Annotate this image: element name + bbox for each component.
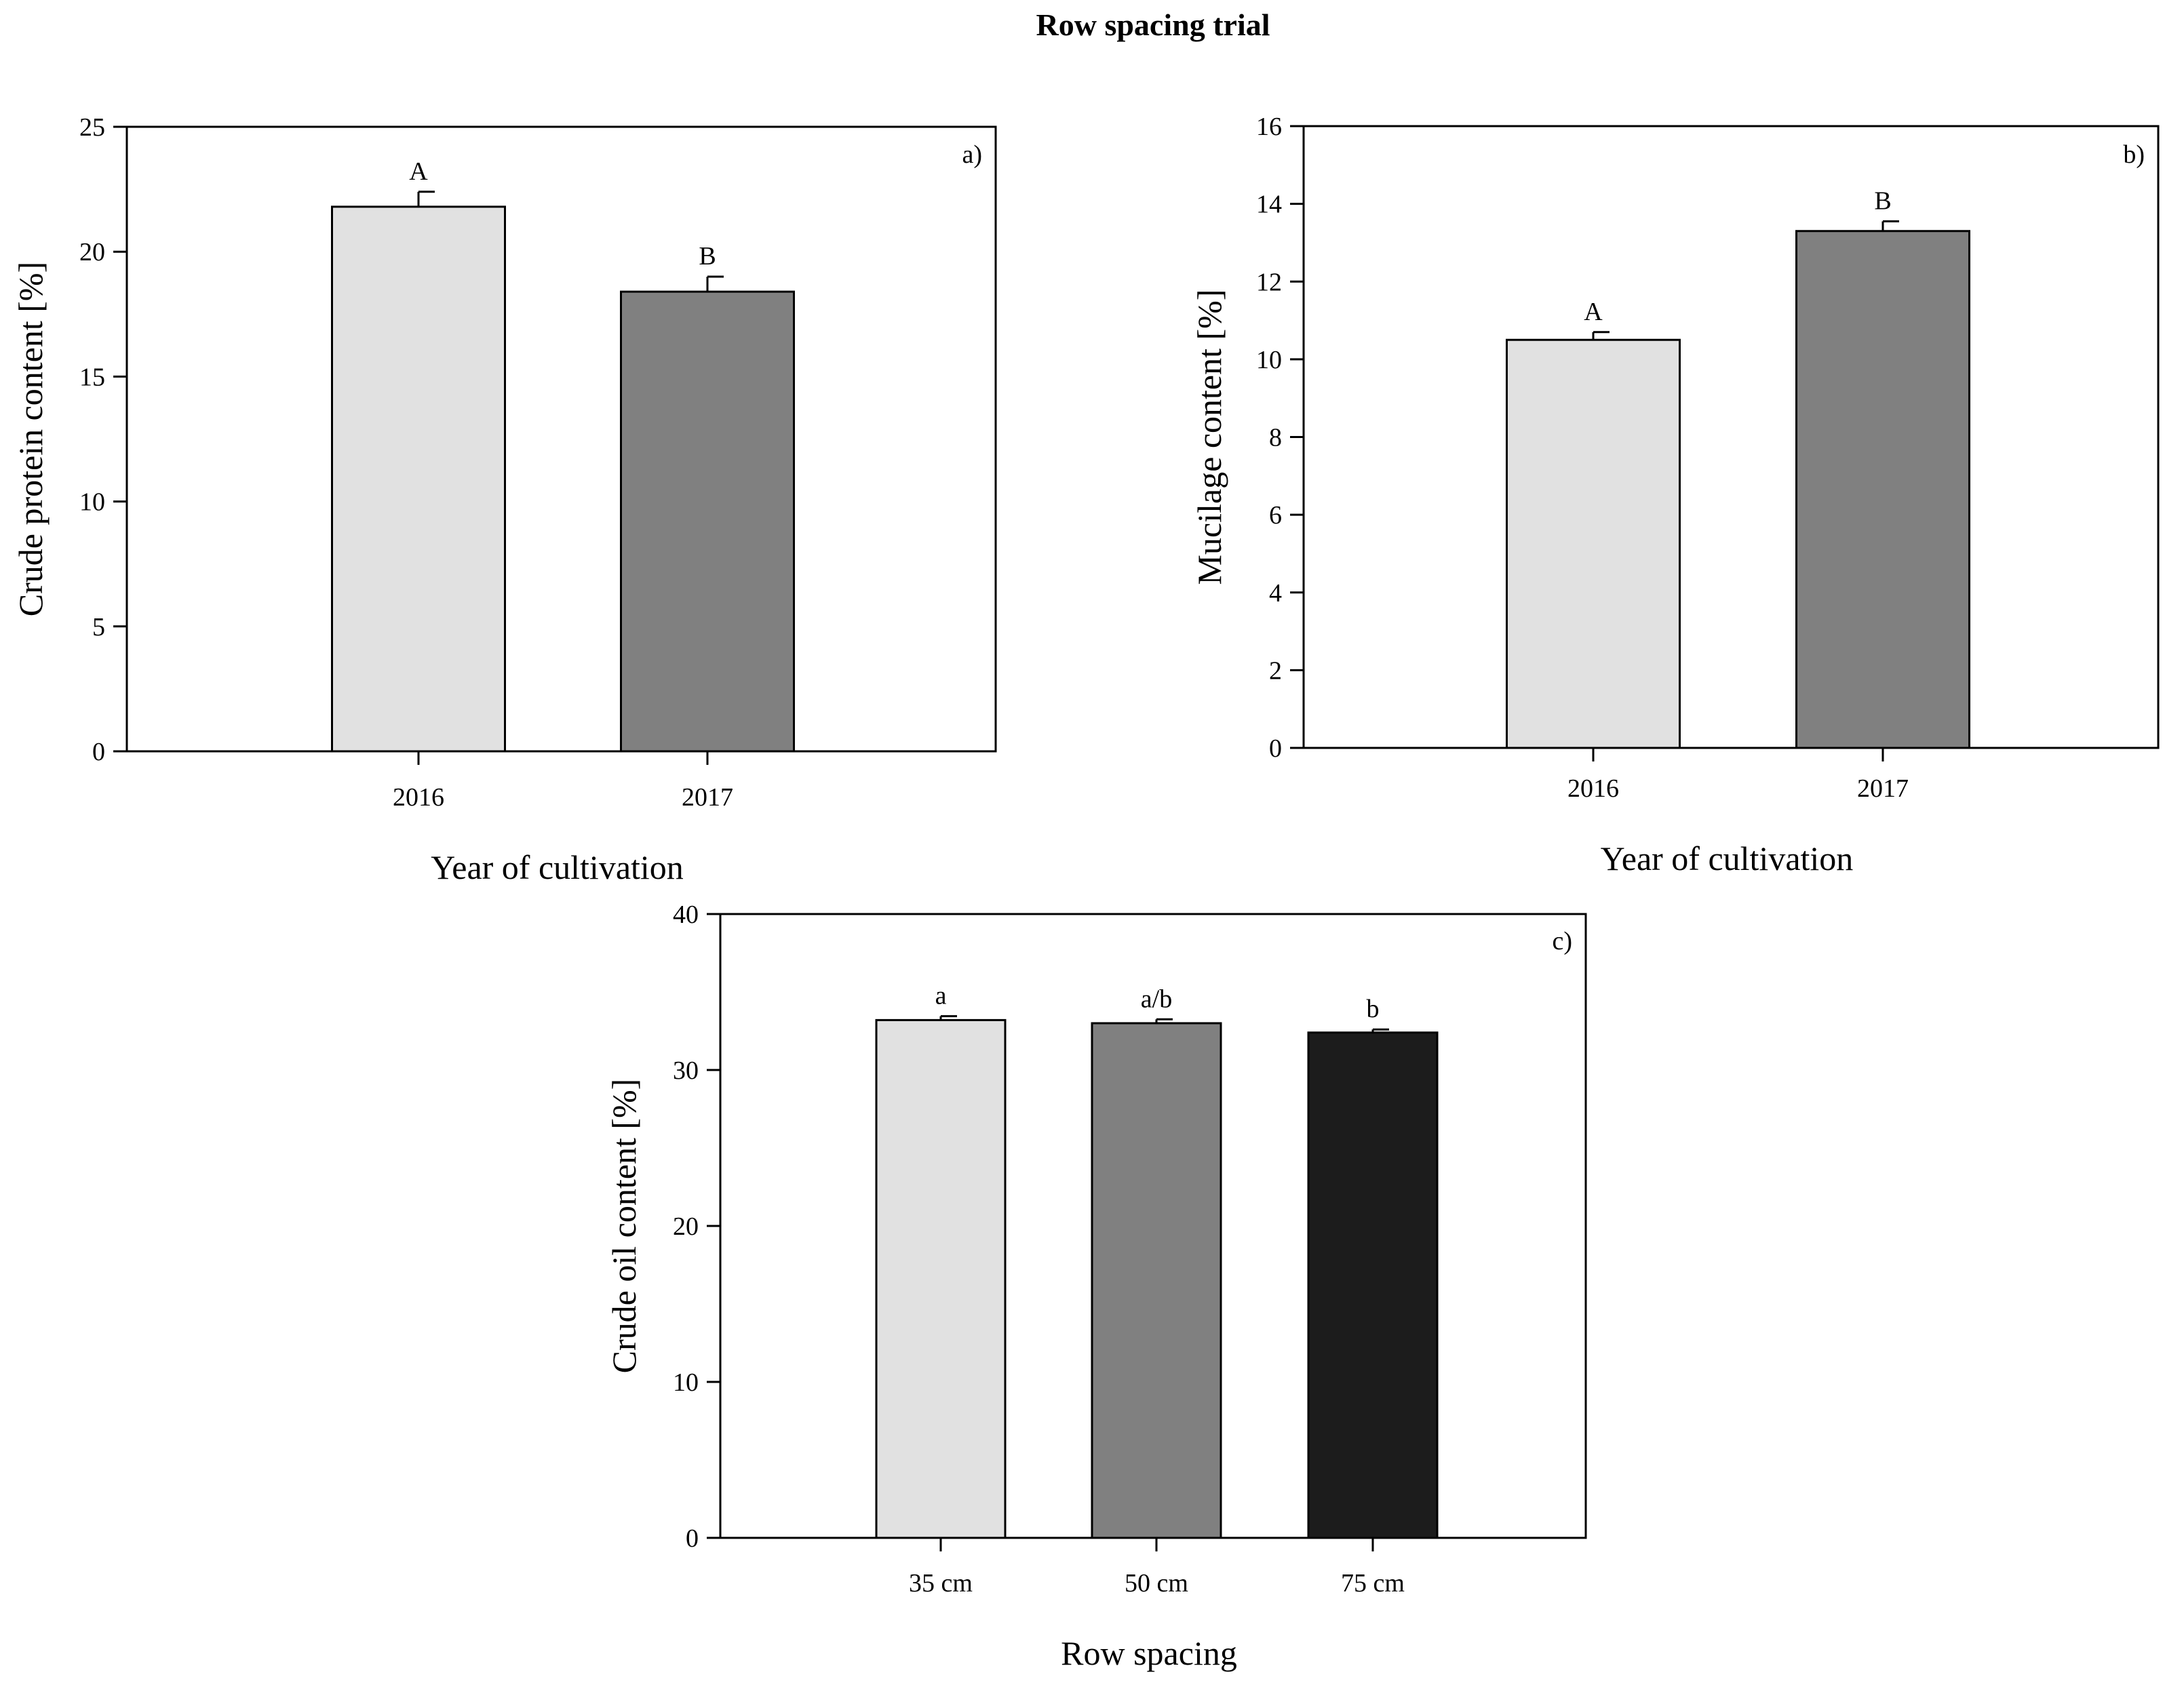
bar-35-cm (875, 1018, 1007, 1539)
y-tick-label: 15 (79, 363, 105, 391)
y-tick-label: 20 (79, 238, 105, 266)
y-tick-label: 12 (1256, 268, 1282, 296)
significance-label: a/b (1141, 985, 1172, 1013)
panel-label: c) (1552, 927, 1572, 955)
significance-label: A (409, 157, 428, 186)
chart-panel-3: 0 10 20 30 40 a 35 cm a/b 50 cm b 75 cm c) Row spaci… (605, 900, 1587, 1672)
x-tick-label: 2016 (1567, 774, 1619, 803)
y-tick-label: 10 (1256, 346, 1282, 374)
y-tick-label: 0 (92, 738, 105, 766)
panel-label: a) (962, 140, 982, 169)
y-tick-label: 16 (1256, 113, 1282, 141)
significance-label: A (1584, 298, 1603, 326)
significance-label: B (699, 242, 716, 271)
chart-panel-1: 0 5 10 15 20 25 A 2016 B 2017 a) Year of cultivatio… (12, 113, 997, 886)
x-tick-label: 35 cm (909, 1569, 973, 1598)
y-axis-title: Crude protein content [%] (12, 262, 50, 616)
y-tick-label: 10 (79, 488, 105, 517)
figure-title: Row spacing trial (1036, 7, 1270, 42)
bar-2016 (331, 205, 506, 753)
y-tick-label: 5 (92, 613, 105, 641)
significance-label: B (1874, 186, 1891, 215)
bar-2016 (1506, 338, 1681, 749)
x-tick-label: 2017 (682, 783, 733, 812)
chart-panel-2: 0 2 4 6 8 10 12 14 16 A 2016 B 2017 b) Year of cultiva… (1190, 113, 2160, 877)
significance-label: b (1367, 995, 1380, 1023)
x-tick-label: 2017 (1857, 774, 1909, 803)
significance-label: a (935, 982, 947, 1010)
y-tick-label: 2 (1269, 656, 1282, 685)
y-tick-label: 40 (673, 900, 699, 929)
x-axis-title: Year of cultivation (431, 848, 684, 886)
x-tick-label: 50 cm (1125, 1569, 1188, 1598)
y-tick-label: 8 (1269, 424, 1282, 452)
y-tick-label: 0 (1269, 734, 1282, 763)
y-tick-label: 14 (1256, 191, 1282, 219)
y-axis-title: Crude oil content [%] (605, 1079, 643, 1374)
x-axis-title: Row spacing (1061, 1634, 1237, 1672)
x-tick-label: 2016 (393, 783, 444, 812)
plot-frame (1302, 125, 2160, 749)
x-tick-label: 75 cm (1341, 1569, 1405, 1598)
bar-2017 (1795, 230, 1970, 749)
bar-50-cm (1091, 1022, 1222, 1539)
y-tick-label: 20 (673, 1212, 699, 1241)
y-tick-label: 4 (1269, 579, 1282, 608)
y-tick-label: 25 (79, 113, 105, 142)
y-tick-label: 10 (673, 1368, 699, 1397)
x-axis-title: Year of cultivation (1601, 839, 1854, 877)
plot-frame (125, 125, 997, 753)
y-axis-title: Mucilage content [%] (1190, 290, 1228, 585)
bar-75-cm (1307, 1031, 1439, 1539)
y-tick-label: 0 (686, 1524, 699, 1553)
y-tick-label: 6 (1269, 501, 1282, 530)
y-tick-label: 30 (673, 1056, 699, 1085)
panel-label: b) (2123, 140, 2145, 169)
bar-2017 (620, 290, 795, 753)
